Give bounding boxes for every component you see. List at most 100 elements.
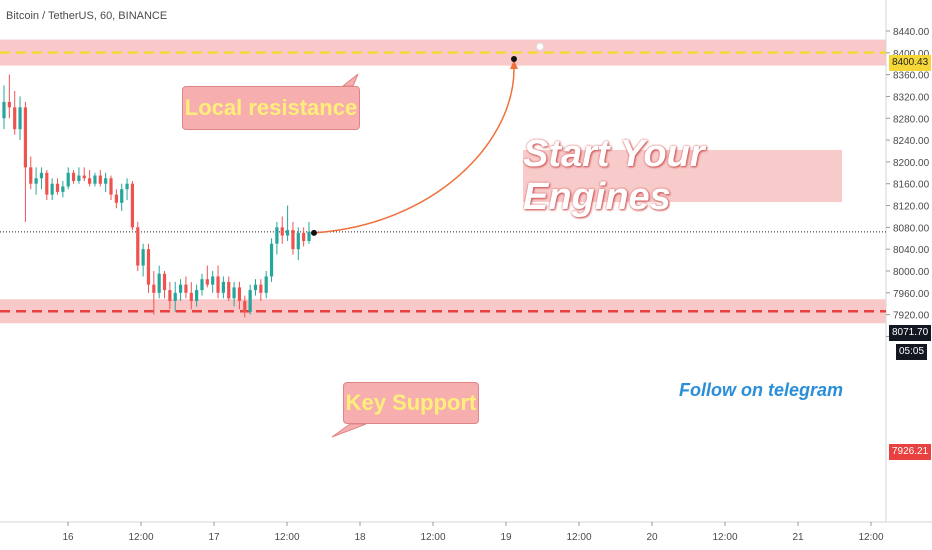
y-tick-label: 8320.00 (893, 92, 930, 103)
x-tick-label: 12:00 (712, 532, 737, 543)
candle-body (114, 194, 118, 203)
projection-arrow-head (510, 60, 518, 69)
arrow-end-dot (511, 56, 517, 62)
projection-arrow (313, 68, 515, 234)
y-tick-label: 8200.00 (893, 158, 930, 169)
candle-body (152, 284, 156, 293)
candle-body (109, 178, 113, 195)
candle-body (39, 172, 44, 179)
x-tick-label: 12:00 (858, 532, 883, 543)
candle-body (253, 284, 258, 291)
candle-body (2, 101, 6, 119)
candle-body (141, 249, 145, 266)
candle-body (146, 249, 151, 285)
candle-body (71, 172, 76, 181)
candle-body (232, 287, 236, 299)
support-callout: Key Support (343, 382, 479, 424)
candle-body (259, 284, 263, 293)
candle-body (200, 279, 204, 291)
candle-body (88, 178, 92, 184)
candle-body (205, 279, 209, 285)
candle-body (82, 175, 86, 179)
x-tick-label: 12:00 (128, 532, 153, 543)
candle-body (307, 231, 311, 241)
candle-body (168, 290, 172, 301)
candle-body (302, 232, 306, 241)
candle-body (23, 107, 28, 168)
candle-body (269, 243, 274, 277)
candle-body (275, 227, 279, 244)
resistance-price-tag: 8400.43 (889, 55, 932, 71)
symbol-title: Bitcoin / TetherUS, 60, BINANCE (6, 10, 168, 22)
x-tick-label: 12:00 (566, 532, 591, 543)
candle-body (104, 178, 108, 184)
candle-body (264, 276, 268, 293)
y-tick-label: 8240.00 (893, 136, 930, 147)
candle-body (280, 227, 284, 236)
x-tick-label: 17 (208, 532, 220, 543)
candle-body (77, 175, 81, 181)
support-price-tag: 7926.21 (889, 444, 932, 460)
x-tick-label: 16 (62, 532, 74, 543)
y-tick-label: 8080.00 (893, 223, 930, 234)
candle-body (55, 183, 60, 192)
y-tick-label: 8440.00 (893, 27, 930, 38)
candle-body (7, 101, 11, 108)
countdown-tag: 05:05 (896, 344, 928, 360)
y-tick-label: 8040.00 (893, 245, 930, 256)
x-tick-label: 18 (354, 532, 366, 543)
candle-body (98, 175, 102, 184)
x-tick-label: 20 (646, 532, 658, 543)
support-callout-pointer (331, 423, 367, 438)
candle-body (18, 107, 22, 130)
y-tick-label: 7960.00 (893, 289, 930, 300)
candle-body (136, 227, 140, 266)
candle-body (13, 107, 17, 130)
candle-body (227, 281, 231, 299)
x-tick-label: 12:00 (420, 532, 445, 543)
candle-body (93, 175, 97, 184)
candle-body (29, 167, 33, 184)
y-tick-label: 8000.00 (893, 267, 930, 278)
candle-body (216, 276, 220, 293)
y-tick-label: 8120.00 (893, 202, 930, 213)
headline-banner: Start Your Engines (523, 133, 842, 218)
candle-body (120, 189, 124, 203)
candle-body (45, 172, 49, 195)
candle-body (291, 230, 295, 250)
candle-body (34, 178, 38, 184)
x-tick-label: 19 (500, 532, 512, 543)
x-tick-label: 21 (792, 532, 804, 543)
candle-body (173, 292, 177, 301)
candle-body (285, 230, 290, 236)
y-tick-label: 7920.00 (893, 311, 930, 322)
y-tick-label: 8400.00 (893, 49, 930, 60)
resistance-callout: Local resistance (182, 86, 360, 130)
candle-body (125, 183, 129, 190)
candle-body (195, 290, 199, 301)
y-tick-label: 8280.00 (893, 114, 930, 125)
candle-body (211, 276, 215, 285)
y-tick-label: 8160.00 (893, 180, 930, 191)
candle-body (157, 273, 161, 293)
current-price-tag: 8071.70 (889, 325, 932, 341)
candle-body (184, 284, 188, 293)
candle-body (130, 183, 135, 228)
arrow-start-dot (311, 229, 317, 236)
candle-body (66, 172, 70, 187)
alert-marker (536, 42, 544, 51)
follow-telegram-text[interactable]: Follow on telegram (679, 380, 844, 400)
candle-body (221, 281, 225, 293)
resistance-callout-pointer (341, 73, 359, 87)
candle-body (237, 287, 242, 301)
candle-body (248, 290, 252, 312)
candle-body (50, 183, 54, 195)
candle-body (61, 186, 65, 192)
candle-body (243, 301, 247, 312)
candle-body (296, 232, 300, 250)
candle-body (189, 292, 193, 301)
candle-body (178, 284, 183, 293)
candle-body (162, 273, 167, 291)
y-tick-label: 8360.00 (893, 71, 930, 82)
